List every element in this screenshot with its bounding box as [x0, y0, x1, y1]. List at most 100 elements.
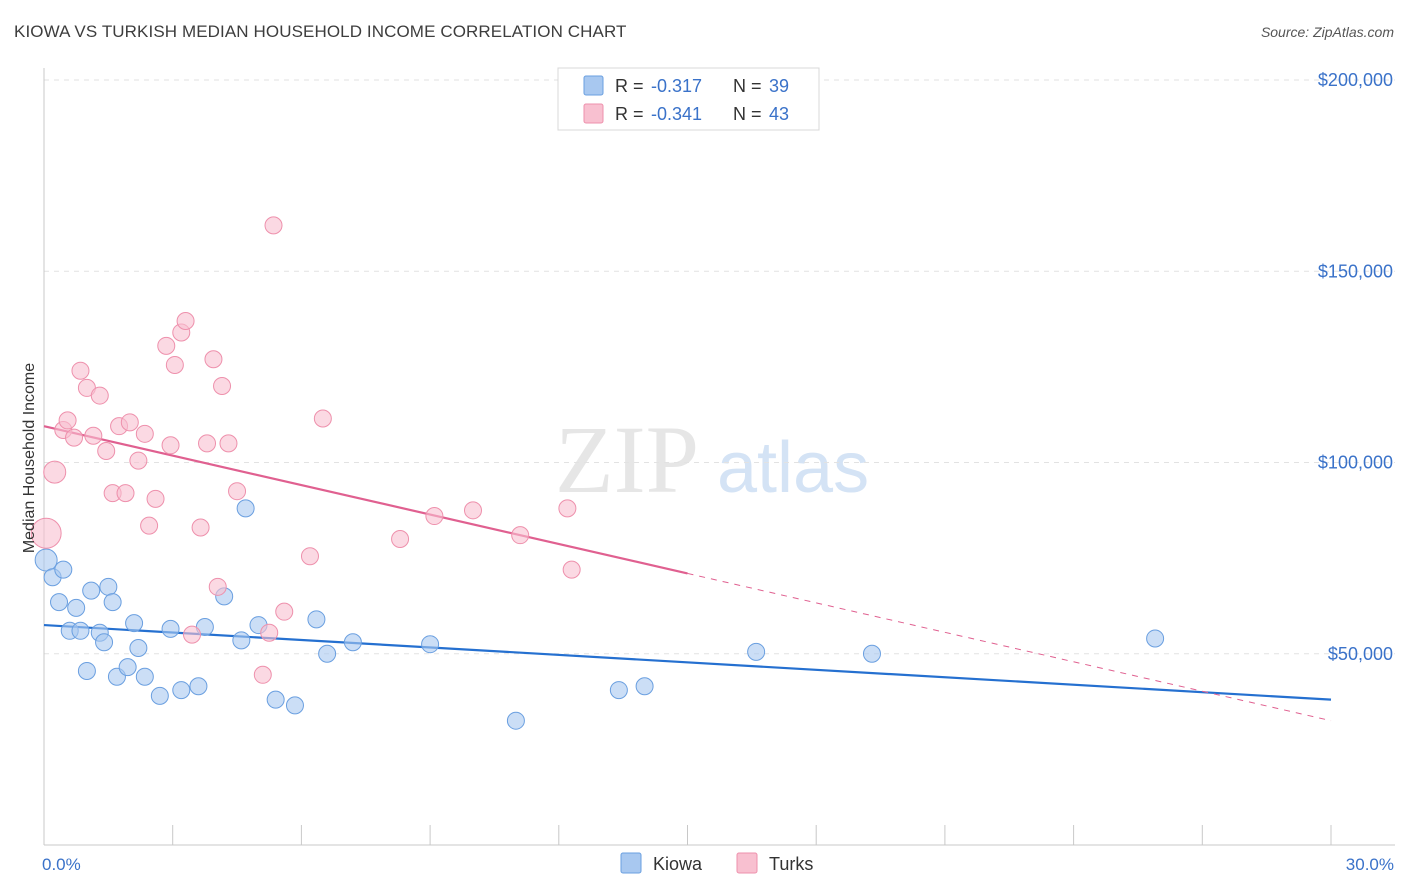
turks-point — [191, 518, 210, 537]
kiowa-point — [99, 577, 118, 596]
kiowa-point — [747, 642, 766, 661]
turks-n-label: N = — [733, 104, 762, 124]
kiowa-point — [421, 635, 440, 654]
turks-point — [264, 216, 283, 235]
kiowa-point — [1146, 629, 1165, 648]
turks-point — [58, 411, 77, 430]
turks-point — [135, 424, 154, 443]
trend-line-extension-turks — [687, 572, 1332, 722]
kiowa-point — [189, 677, 208, 696]
turks-point — [562, 560, 581, 579]
kiowa-point — [232, 631, 251, 650]
kiowa-swatch — [583, 75, 604, 96]
kiowa-point — [125, 614, 144, 633]
kiowa-point — [506, 711, 525, 730]
turks-point — [120, 413, 139, 432]
series-legend: Kiowa Turks — [620, 852, 813, 874]
kiowa-point — [54, 560, 73, 579]
gridlines — [44, 79, 1395, 655]
turks-point — [165, 355, 184, 374]
kiowa-point — [266, 690, 285, 709]
kiowa-point — [71, 621, 90, 640]
kiowa-point — [161, 619, 180, 638]
y-axis-title: Median Household Income — [21, 363, 38, 553]
watermark-atlas: atlas — [717, 428, 869, 508]
kiowa-point — [77, 661, 96, 680]
x-tick-labels: 0.0% 30.0% — [42, 855, 1394, 874]
kiowa-point — [150, 686, 169, 705]
turks-point — [30, 517, 62, 549]
kiowa-point — [95, 633, 114, 652]
data-points — [30, 216, 1165, 730]
y-tick-label: $150,000 — [1318, 261, 1393, 281]
turks-point — [260, 623, 279, 642]
turks-point — [204, 350, 223, 369]
kiowa-point — [862, 644, 881, 663]
turks-point — [464, 501, 482, 520]
turks-r-label: R = — [615, 104, 644, 124]
kiowa-point — [172, 681, 191, 700]
kiowa-r-value: -0.317 — [651, 76, 702, 96]
y-tick-label: $100,000 — [1318, 453, 1393, 473]
turks-point — [84, 426, 103, 445]
turks-point — [97, 442, 116, 461]
legend-kiowa-label: Kiowa — [653, 854, 703, 874]
kiowa-r-label: R = — [615, 76, 644, 96]
trend-line-turks — [43, 425, 688, 575]
turks-point — [176, 311, 195, 330]
turks-point — [90, 386, 109, 405]
turks-point — [425, 507, 444, 526]
trend-line-kiowa — [43, 623, 1332, 701]
turks-point — [161, 436, 180, 455]
chart-title: KIOWA VS TURKISH MEDIAN HOUSEHOLD INCOME… — [14, 22, 627, 41]
kiowa-point — [103, 593, 122, 612]
kiowa-point — [50, 593, 69, 612]
kiowa-point — [307, 610, 326, 629]
kiowa-point — [343, 633, 362, 652]
axes — [43, 68, 1395, 846]
kiowa-point — [135, 667, 154, 686]
turks-point — [146, 489, 165, 508]
turks-point — [208, 577, 227, 596]
y-tick-labels: $50,000 $100,000 $150,000 $200,000 — [1318, 70, 1393, 664]
turks-point — [198, 434, 217, 453]
stats-legend: R = -0.317 N = 39 R = -0.341 N = 43 — [557, 67, 820, 131]
trend-lines — [43, 425, 1332, 722]
turks-swatch — [583, 103, 604, 124]
kiowa-point — [285, 696, 304, 715]
kiowa-point — [82, 581, 101, 600]
kiowa-point — [635, 677, 654, 696]
kiowa-point — [67, 598, 86, 617]
turks-point — [219, 434, 238, 453]
legend-turks-swatch — [736, 852, 758, 874]
turks-point — [116, 484, 135, 503]
y-tick-label: $200,000 — [1318, 70, 1393, 90]
turks-point — [511, 526, 530, 545]
turks-point — [71, 361, 90, 380]
x-tick-label: 0.0% — [42, 855, 81, 874]
turks-point — [313, 409, 332, 428]
turks-point — [300, 547, 319, 566]
watermark-zip: ZIP — [555, 406, 699, 513]
x-tick-label: 30.0% — [1346, 855, 1394, 874]
kiowa-point — [236, 499, 255, 518]
turks-point — [183, 625, 202, 644]
turks-point — [275, 602, 294, 621]
kiowa-point — [318, 644, 337, 663]
source-label: Source: ZipAtlas.com — [1260, 24, 1394, 40]
turks-point — [140, 516, 159, 535]
turks-point — [65, 428, 84, 447]
kiowa-point — [609, 681, 628, 700]
turks-point — [391, 530, 410, 548]
turks-point — [157, 336, 176, 355]
turks-point — [129, 451, 148, 470]
kiowa-point — [118, 658, 137, 677]
kiowa-n-label: N = — [733, 76, 762, 96]
turks-n-value: 43 — [769, 104, 789, 124]
turks-point — [558, 499, 577, 518]
turks-point — [213, 377, 232, 395]
legend-kiowa-swatch — [620, 852, 642, 874]
turks-point — [43, 460, 67, 484]
kiowa-point — [34, 548, 58, 572]
